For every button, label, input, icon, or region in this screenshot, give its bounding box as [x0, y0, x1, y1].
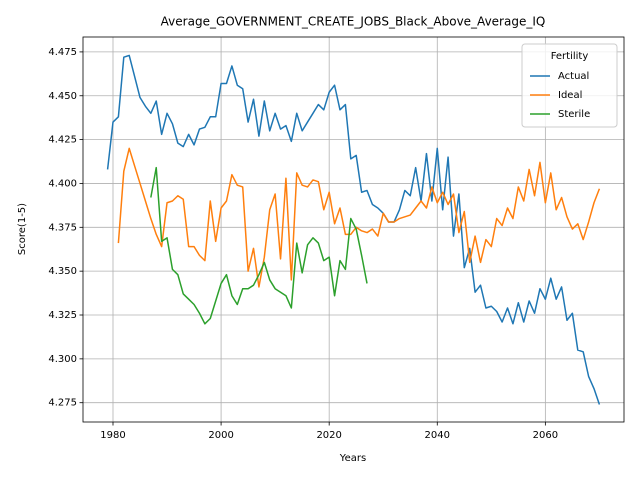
y-tick-label: 4.350 — [48, 266, 77, 277]
y-tick-label: 4.400 — [48, 178, 77, 189]
x-tick-label: 2000 — [208, 430, 233, 441]
legend-label: Ideal — [558, 90, 582, 101]
x-tick-label: 2060 — [533, 430, 558, 441]
legend-title: Fertility — [551, 51, 589, 62]
line-series — [106, 54, 601, 405]
y-axis-label: Score(1-5) — [17, 203, 28, 255]
y-tick-label: 4.325 — [48, 310, 77, 321]
y-tick-label: 4.475 — [48, 47, 77, 58]
x-tick-label: 2020 — [316, 430, 341, 441]
chart-title: Average_GOVERNMENT_CREATE_JOBS_Black_Abo… — [161, 15, 546, 29]
line-series — [150, 166, 368, 325]
legend-label: Sterile — [558, 109, 590, 120]
y-tick-label: 4.450 — [48, 91, 77, 102]
x-tick-label: 1980 — [100, 430, 125, 441]
y-tick-label: 4.275 — [48, 398, 77, 409]
y-tick-label: 4.300 — [48, 354, 77, 365]
y-tick-label: 4.375 — [48, 222, 77, 233]
line-series — [117, 147, 601, 288]
x-axis-label: Years — [339, 453, 366, 464]
x-tick-label: 2040 — [425, 430, 450, 441]
y-tick-label: 4.425 — [48, 135, 77, 146]
legend-label: Actual — [558, 71, 589, 82]
plot-frame — [82, 36, 625, 423]
legend-box — [521, 43, 618, 128]
